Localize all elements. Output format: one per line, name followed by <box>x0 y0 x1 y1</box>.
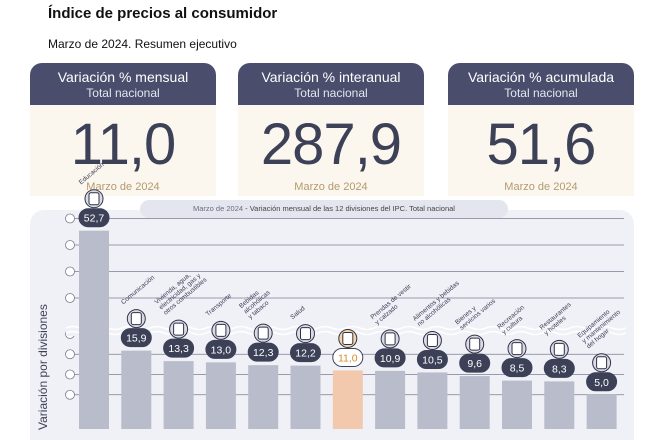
chart-ylabel: Variación por divisiones <box>36 304 50 430</box>
card-yearly-value: 287,9 <box>260 112 402 177</box>
category-label-3: Transporte <box>205 292 234 318</box>
medical-cross-icon <box>296 324 315 344</box>
value-label-9: 9,6 <box>459 353 491 373</box>
svg-text:8,3: 8,3 <box>552 363 567 375</box>
page-title: Índice de precios al consumidor <box>48 5 278 22</box>
svg-text:9,6: 9,6 <box>467 358 482 370</box>
grid-marker-5 <box>65 266 75 277</box>
svg-text:12,3: 12,3 <box>253 347 274 359</box>
value-label-8: 10,5 <box>416 349 448 369</box>
card-yearly-header: Variación % interanual Total nacional <box>238 63 424 105</box>
shoes-icon <box>380 329 400 349</box>
value-label-11: 8,3 <box>543 358 575 378</box>
value-label-12: 5,0 <box>586 372 618 392</box>
category-label-1: Comunicación <box>120 274 156 306</box>
svg-text:11,0: 11,0 <box>338 352 358 364</box>
bar-6 <box>332 370 363 429</box>
grid-marker-7 <box>65 213 75 224</box>
bar-2 <box>163 361 194 429</box>
bar-9 <box>459 376 490 429</box>
value-label-1: 15,9 <box>120 328 152 348</box>
chart-caption: Marzo de 2024 - Variación mensual de las… <box>140 200 508 218</box>
card-accumulated-header: Variación % acumulada Total nacional <box>448 63 634 105</box>
grid-marker-1 <box>65 369 75 380</box>
lightbulb-icon <box>169 319 189 339</box>
category-label-0: Educación <box>78 161 106 186</box>
svg-text:12,2: 12,2 <box>295 348 316 360</box>
svg-text:13,0: 13,0 <box>211 344 232 356</box>
bar-7 <box>375 370 406 429</box>
appliance-icon <box>592 353 612 373</box>
svg-text:13,3: 13,3 <box>168 343 189 355</box>
svg-text:Transporte: Transporte <box>205 292 234 318</box>
bottle-icon <box>253 323 273 343</box>
svg-text:Salud: Salud <box>289 305 307 321</box>
grid-marker-4 <box>65 293 75 303</box>
svg-text:52,7: 52,7 <box>84 213 105 225</box>
grid-marker-0 <box>65 389 75 400</box>
page-subtitle: Marzo de 2024. Resumen ejecutivo <box>48 37 237 51</box>
card-accumulated: Variación % acumulada Total nacional 51,… <box>448 63 634 196</box>
bar-10 <box>502 380 532 429</box>
basket-icon <box>338 328 358 348</box>
card-yearly: Variación % interanual Total nacional 28… <box>238 63 424 196</box>
bar-5 <box>290 365 321 429</box>
ball-icon <box>507 339 527 359</box>
svg-text:15,9: 15,9 <box>126 333 147 345</box>
grid-marker-6 <box>65 240 75 250</box>
grid-marker-2 <box>65 349 75 360</box>
value-label-5: 12,2 <box>290 343 321 363</box>
svg-text:10,5: 10,5 <box>422 354 443 366</box>
tableware-icon <box>549 339 569 359</box>
tablet-icon <box>84 189 104 209</box>
card-monthly: Variación % mensual Total nacional 11,0 … <box>30 63 216 196</box>
svg-text:5,0: 5,0 <box>594 377 609 389</box>
chart-caption-date: Marzo de 2024 <box>193 204 244 213</box>
bar-3 <box>205 362 236 429</box>
card-monthly-value: 11,0 <box>70 112 177 177</box>
card-accumulated-title: Variación % acumulada <box>467 69 615 85</box>
bar-11 <box>544 381 575 429</box>
bar-4 <box>248 365 279 429</box>
value-label-2: 13,3 <box>163 338 195 358</box>
value-label-0: 52,7 <box>78 208 110 228</box>
chart-caption-text: - Variación mensual de las 12 divisiones… <box>243 204 455 213</box>
svg-text:Alimentos y bebidas: Alimentos y bebidas <box>412 279 462 322</box>
bar-0 <box>79 230 109 429</box>
phone-icon <box>126 309 146 329</box>
value-label-6: 11,0 <box>332 347 364 367</box>
category-label-2: Vivienda, agua,electricidad, gas yotros … <box>153 272 209 317</box>
bar-chart: 52,7 Educación 15,9 Comunicación 13,3 Viviend… <box>65 161 627 429</box>
car-icon <box>211 320 231 340</box>
card-monthly-date: Marzo de 2024 <box>86 181 160 193</box>
value-label-4: 12,3 <box>247 342 279 362</box>
value-label-3: 13,0 <box>205 339 237 359</box>
card-accumulated-subtitle: Total nacional <box>504 86 578 100</box>
card-accumulated-date: Marzo de 2024 <box>504 181 578 193</box>
svg-text:10,9: 10,9 <box>380 353 401 365</box>
bar-1 <box>121 350 152 429</box>
value-label-10: 8,5 <box>501 358 533 378</box>
card-monthly-title: Variación % mensual <box>57 69 189 85</box>
axis-break-wave-1 <box>65 325 627 331</box>
card-yearly-subtitle: Total nacional <box>294 86 368 100</box>
bar-12 <box>586 394 617 429</box>
bar-8 <box>417 372 448 429</box>
svg-text:Comunicación: Comunicación <box>120 274 156 306</box>
razor-icon <box>465 334 485 354</box>
value-label-7: 10,9 <box>374 348 406 368</box>
svg-text:8,5: 8,5 <box>510 363 525 375</box>
category-label-5: Salud <box>289 305 307 321</box>
card-monthly-subtitle: Total nacional <box>86 86 160 100</box>
svg-text:Educación: Educación <box>78 161 106 186</box>
bread-icon <box>422 330 442 350</box>
card-monthly-header: Variación % mensual Total nacional <box>30 63 216 105</box>
card-yearly-title: Variación % interanual <box>261 69 401 85</box>
card-yearly-date: Marzo de 2024 <box>294 181 368 193</box>
card-accumulated-value: 51,6 <box>486 112 597 177</box>
